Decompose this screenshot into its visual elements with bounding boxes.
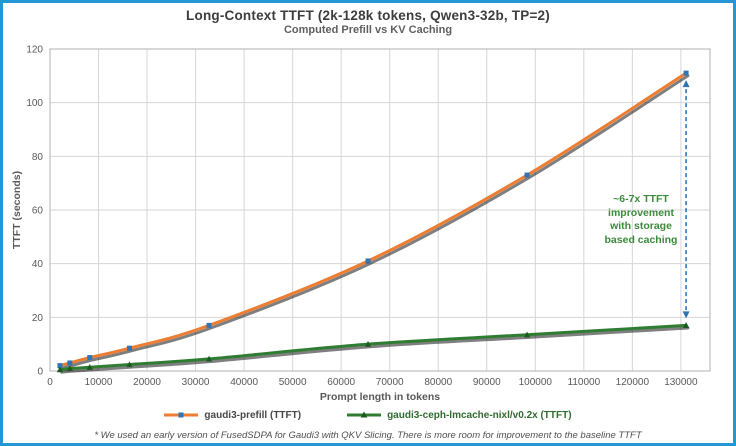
x-tick-label: 20000: [133, 377, 161, 388]
y-tick-label: 80: [32, 152, 44, 163]
data-point-marker: [683, 70, 689, 76]
improvement-annotation: ~6-7x TTFT improvement with storage base…: [604, 193, 678, 246]
plot-area: 0 20 40 60 80 100 120 0 10000 20000 30000 40000 5000…: [11, 45, 711, 403]
data-point-marker: [126, 361, 133, 368]
data-point-marker: [87, 355, 93, 361]
data-point-marker: [524, 172, 530, 178]
x-tick-label: 10000: [85, 377, 113, 388]
data-point-marker: [682, 322, 690, 328]
y-tick-label: 100: [26, 98, 43, 109]
x-tick-label: 120000: [616, 377, 650, 388]
data-point-marker: [365, 258, 371, 264]
x-tick-label: 70000: [376, 377, 404, 388]
x-tick-label: 110000: [568, 377, 601, 388]
data-point-marker: [56, 366, 64, 373]
legend-item-kv-cache: gaudi3-ceph-lmcache-nixl/v0.2x (TTFT): [347, 409, 572, 421]
legend-label: gaudi3-prefill (TTFT): [204, 409, 302, 421]
x-tick-label: 30000: [182, 377, 210, 388]
legend: gaudi3-prefill (TTFT) gaudi3-ceph-lmcache…: [3, 406, 733, 424]
x-tick-label: 50000: [279, 377, 307, 388]
x-tick-label: 100000: [519, 377, 553, 388]
y-tick-label: 40: [32, 259, 44, 270]
data-point-marker: [67, 360, 73, 366]
data-point-marker: [205, 355, 213, 362]
chart-subtitle: Computed Prefill vs KV Caching: [283, 24, 453, 36]
x-tick-label: 130000: [664, 377, 698, 388]
x-tick-label: 40000: [230, 377, 258, 388]
plot-border: [49, 48, 711, 372]
x-tick-label: 60000: [327, 377, 355, 388]
data-point-marker: [206, 322, 212, 328]
series-shadow: [60, 74, 690, 370]
y-tick-label: 20: [32, 313, 44, 324]
x-tick-label: 0: [47, 377, 53, 388]
data-point-marker: [57, 363, 63, 369]
series-shadow: [60, 326, 690, 374]
x-axis-label: Prompt length in tokens: [320, 391, 440, 403]
legend-label: gaudi3-ceph-lmcache-nixl/v0.2x (TTFT): [387, 409, 572, 421]
legend-line-marker-icon: [164, 412, 199, 418]
x-tick-label: 80000: [424, 377, 452, 388]
y-axis-label: TTFT (seconds): [11, 171, 23, 249]
y-tick-label: 60: [32, 206, 44, 217]
arrowhead-down: [682, 311, 690, 319]
legend-item-prefill: gaudi3-prefill (TTFT): [164, 409, 301, 421]
data-point-marker: [127, 345, 133, 351]
data-point-marker: [364, 340, 372, 347]
x-tick-label: 90000: [473, 377, 501, 388]
footnote: * We used an early version of FusedSDPA …: [94, 430, 642, 441]
chart-title: Long-Context TTFT (2k-128k tokens, Qwen3…: [186, 8, 550, 23]
y-tick-label: 120: [26, 45, 43, 56]
data-point-marker: [523, 331, 531, 338]
legend-line-marker-icon: [347, 411, 382, 418]
y-tick-label: 0: [37, 367, 43, 378]
data-point-marker: [86, 364, 93, 370]
data-point-marker: [66, 365, 74, 372]
arrowhead-up: [682, 80, 690, 88]
